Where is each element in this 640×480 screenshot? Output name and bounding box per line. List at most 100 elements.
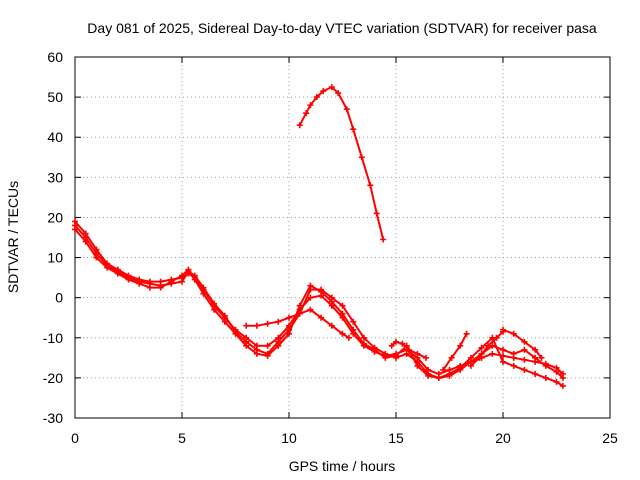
data-point <box>307 306 314 313</box>
x-tick-label: 0 <box>71 430 79 446</box>
data-point <box>367 182 374 189</box>
data-point <box>296 122 303 129</box>
data-point <box>422 354 429 361</box>
data-point <box>275 342 282 349</box>
data-point <box>553 378 560 385</box>
data-point <box>303 110 310 117</box>
data-point <box>200 284 207 291</box>
y-tick-label: 60 <box>47 49 63 65</box>
series-line <box>74 220 564 375</box>
data-point <box>360 340 367 347</box>
data-point <box>318 314 325 321</box>
data-point <box>358 154 365 161</box>
series-pass-2 <box>72 222 566 381</box>
data-point <box>457 364 464 371</box>
data-point <box>318 288 325 295</box>
data-point <box>553 368 560 375</box>
data-point <box>320 88 327 95</box>
data-point <box>350 318 357 325</box>
y-axis-title: SDTVAR / TECUs <box>5 181 21 293</box>
data-point <box>510 350 517 357</box>
data-point <box>243 322 250 329</box>
data-point <box>339 302 346 309</box>
data-point <box>559 382 566 389</box>
series-line <box>442 332 468 371</box>
data-point <box>476 354 483 361</box>
data-point <box>399 340 406 347</box>
data-point <box>478 344 485 351</box>
data-point <box>339 310 346 317</box>
data-point <box>521 346 528 353</box>
data-point <box>532 346 539 353</box>
data-point <box>339 330 346 337</box>
data-point <box>360 334 367 341</box>
y-tick-label: 0 <box>55 290 63 306</box>
y-tick-label: 10 <box>47 250 63 266</box>
data-point <box>388 342 395 349</box>
data-point <box>393 338 399 345</box>
data-point <box>405 346 412 353</box>
data-point <box>440 366 447 373</box>
data-point <box>510 362 517 369</box>
y-tick-label: -30 <box>43 410 63 426</box>
data-point <box>446 370 453 377</box>
series-line <box>502 328 543 359</box>
data-point <box>500 346 506 353</box>
data-point <box>350 326 357 333</box>
data-point <box>264 320 271 327</box>
data-point <box>532 370 539 377</box>
data-point <box>463 330 470 337</box>
data-point <box>448 354 455 361</box>
series-line <box>298 86 385 241</box>
series-line <box>74 228 564 387</box>
y-tick-label: 40 <box>47 129 63 145</box>
data-point <box>335 90 342 97</box>
series-pass-6 <box>440 330 470 373</box>
data-point <box>72 226 78 233</box>
data-point <box>253 350 260 357</box>
data-point <box>211 306 218 313</box>
data-point <box>253 322 260 329</box>
data-point <box>82 238 89 245</box>
data-point <box>296 302 303 309</box>
data-point <box>93 254 100 261</box>
data-point <box>393 352 399 359</box>
data-point <box>500 326 506 333</box>
data-point <box>313 94 320 101</box>
series-pass-3 <box>72 226 566 389</box>
y-tick-label: 20 <box>47 209 63 225</box>
data-point <box>264 352 271 359</box>
data-point <box>532 354 539 361</box>
y-tick-label: -20 <box>43 370 63 386</box>
y-tick-label: 50 <box>47 89 63 105</box>
x-tick-label: 10 <box>281 430 297 446</box>
data-point <box>457 342 464 349</box>
data-point <box>328 298 335 305</box>
x-tick-label: 5 <box>178 430 186 446</box>
data-point <box>414 362 421 369</box>
x-tick-label: 25 <box>602 430 618 446</box>
data-point <box>373 210 380 217</box>
x-tick-label: 15 <box>388 430 404 446</box>
data-point <box>425 372 432 379</box>
series-group <box>72 84 566 389</box>
series-pass-4 <box>243 306 352 341</box>
data-point <box>104 264 111 271</box>
data-point <box>211 300 218 307</box>
data-point <box>467 354 474 361</box>
data-point <box>414 350 421 357</box>
data-point <box>200 290 207 297</box>
data-point <box>382 354 389 361</box>
data-point <box>489 350 496 357</box>
data-point <box>403 350 410 357</box>
data-point <box>542 374 549 381</box>
series-pass-5 <box>296 84 387 243</box>
data-point <box>350 126 357 133</box>
data-point <box>521 356 528 363</box>
data-point <box>493 334 500 341</box>
data-point <box>168 278 175 285</box>
x-axis-title: GPS time / hours <box>289 458 396 474</box>
data-point <box>542 362 549 369</box>
data-point <box>521 338 528 345</box>
